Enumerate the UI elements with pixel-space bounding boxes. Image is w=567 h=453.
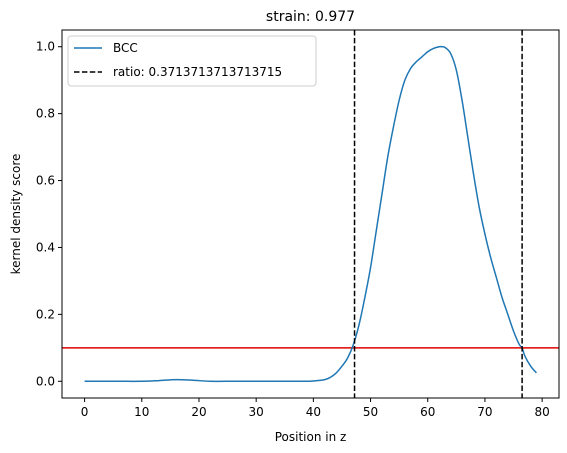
x-tick-label: 0 (81, 405, 89, 419)
x-tick-label: 70 (477, 405, 492, 419)
x-tick-label: 10 (134, 405, 149, 419)
x-tick-label: 30 (249, 405, 264, 419)
legend-box (67, 35, 317, 87)
legend-label-ratio: ratio: 0.3713713713713715 (113, 65, 282, 79)
y-tick-label: 0.6 (36, 174, 55, 188)
series-line-bcc (84, 45, 537, 383)
legend: BCC ratio: 0.3713713713713715 (67, 35, 317, 87)
x-tick-label: 40 (306, 405, 321, 419)
plot-frame (61, 29, 560, 399)
x-tick-label: 60 (420, 405, 435, 419)
x-tick-label: 50 (363, 405, 378, 419)
x-tick-label: 20 (191, 405, 206, 419)
x-axis: 0 10 20 30 40 50 60 70 80 (81, 398, 550, 419)
x-tick-label: 80 (534, 405, 549, 419)
y-tick-label: 1.0 (36, 40, 55, 54)
y-tick-label: 0.4 (36, 240, 55, 254)
chart-title: strain: 0.977 (266, 9, 355, 25)
plot-area (62, 30, 559, 398)
x-axis-label: Position in z (275, 430, 347, 444)
y-tick-label: 0.0 (36, 374, 55, 388)
legend-label-bcc: BCC (113, 41, 138, 55)
y-axis: 0.0 0.2 0.4 0.6 0.8 1.0 (36, 40, 62, 388)
y-tick-label: 0.8 (36, 107, 55, 121)
y-axis-label: kernel density score (9, 154, 23, 275)
y-tick-label: 0.2 (36, 307, 55, 321)
